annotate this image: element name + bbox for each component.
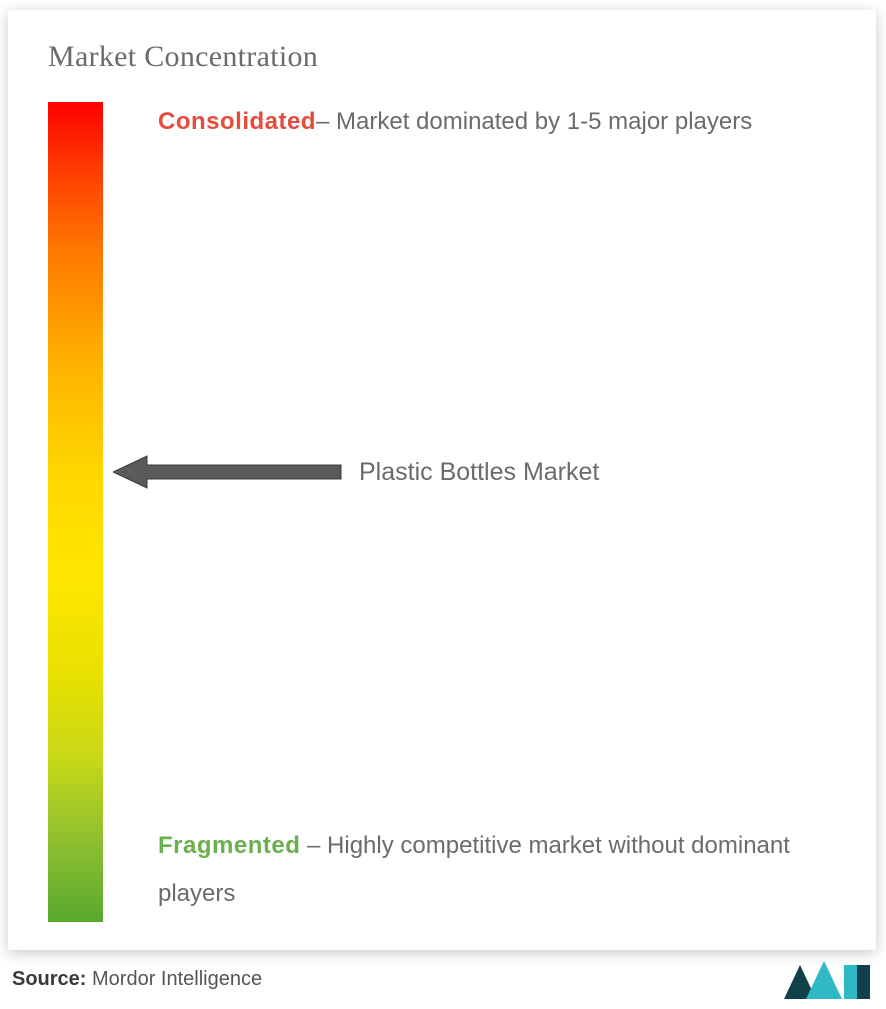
fragmented-keyword: Fragmented [158,832,300,859]
arrow-left-icon [113,452,343,492]
footer: Source: Mordor Intelligence [12,957,874,1001]
source-text: Source: Mordor Intelligence [12,968,262,991]
consolidated-desc: – Market dominated by 1-5 major players [316,108,752,135]
title: Market Concentration [48,40,836,74]
source-prefix: Source: [12,968,86,990]
consolidated-label: Consolidated– Market dominated by 1-5 ma… [158,98,826,146]
marker-label: Plastic Bottles Market [359,458,599,487]
mordor-logo-icon [782,957,874,1001]
content-area: Consolidated– Market dominated by 1-5 ma… [48,102,836,922]
consolidated-keyword: Consolidated [158,108,316,135]
concentration-gradient-bar [48,102,103,922]
source-name: Mordor Intelligence [86,968,262,990]
fragmented-label: Fragmented – Highly competitive market w… [158,822,826,918]
market-marker: Plastic Bottles Market [113,452,599,492]
infographic-card: Market Concentration Consolidated– Marke… [8,10,876,950]
